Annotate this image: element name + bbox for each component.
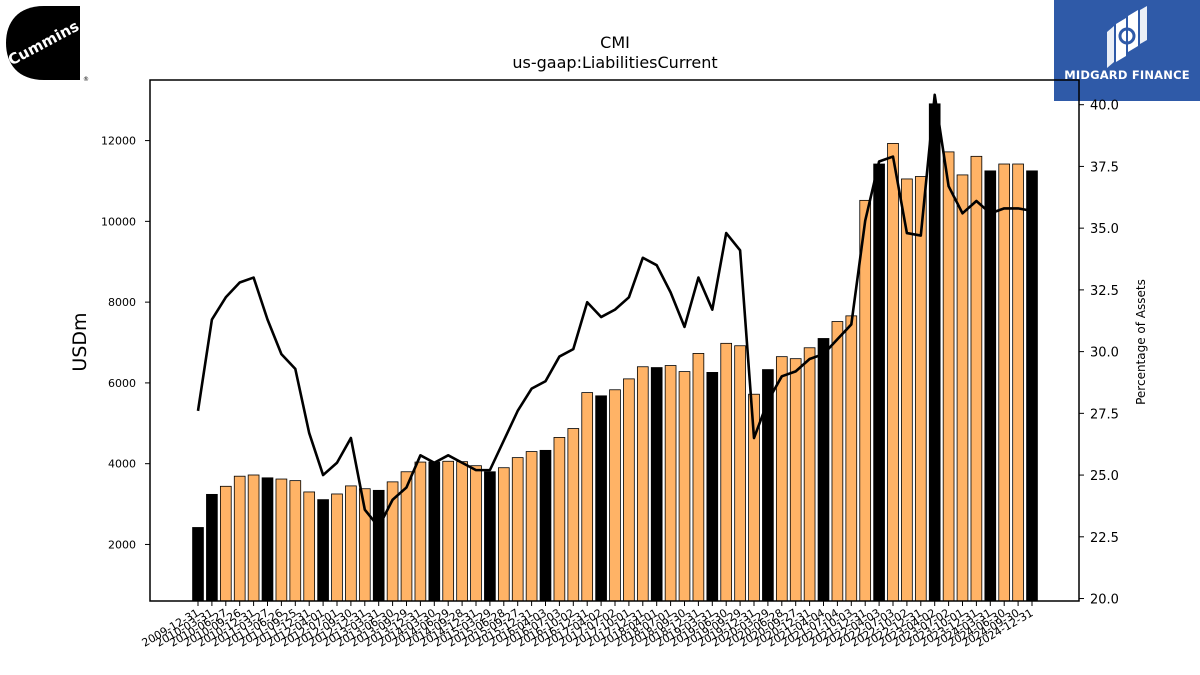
bar-2017-04-02: [595, 395, 607, 602]
bar-2015-09-27: [511, 457, 524, 602]
y-tick-label: 12000: [101, 135, 136, 148]
bar-2012-09-30: [345, 485, 357, 602]
midgard-finance-wordmark: MIDGARD FINANCE: [1064, 68, 1190, 82]
bar-2021-07-04: [831, 321, 844, 602]
bar-2023-07-02: [942, 151, 955, 602]
y2-tick-label: 22.5: [1090, 531, 1119, 546]
y2-tick-label: 27.5: [1090, 407, 1119, 422]
y2-axis-label: Percentage of Assets: [1134, 279, 1148, 405]
bar-2014-03-30: [428, 461, 441, 602]
bar-2016-07-03: [553, 437, 566, 602]
bar-2024-06-30: [998, 163, 1011, 602]
bar-2011-03-27: [261, 477, 274, 602]
bar-2010-06-27: [219, 485, 232, 602]
bar-2014-12-31: [470, 465, 482, 602]
bar-2015-03-29: [484, 471, 496, 602]
y-tick-label: 6000: [108, 377, 136, 390]
percent-of-assets-line: [196, 93, 1033, 529]
bar-2011-12-31: [303, 491, 316, 602]
bar-2012-04-01: [317, 499, 329, 602]
bar-2020-12-31: [803, 347, 816, 602]
bar-2024-03-31: [984, 170, 997, 602]
bar-2016-10-02: [567, 428, 580, 602]
y2-tick-label: 37.5: [1090, 160, 1119, 175]
bar-2019-03-31: [706, 372, 719, 602]
bar-2022-10-02: [901, 178, 913, 602]
bar-2018-07-01: [664, 365, 677, 602]
ticks-layer: 2000 4000 6000 8000 10000 12000 20.0 22.5 25.0 27…: [69, 99, 1148, 650]
bar-2016-12-31: [581, 392, 594, 602]
chart-title-block: CMI us-gaap:LiabilitiesCurrent: [415, 33, 815, 73]
bar-2022-04-03: [873, 163, 885, 602]
chart-subtitle: us-gaap:LiabilitiesCurrent: [512, 53, 718, 72]
cummins-logo: Cummins ®: [4, 4, 94, 84]
y2-tick-label: 32.5: [1090, 284, 1119, 299]
bar-2017-12-31: [636, 366, 649, 602]
bar-2009-12-31: [192, 527, 204, 602]
bar-2010-09-26: [233, 475, 246, 602]
bar-2014-06-29: [442, 460, 455, 602]
y2-tick-label: 25.0: [1090, 469, 1119, 484]
svg-text:®: ®: [83, 76, 89, 83]
bar-2015-06-28: [497, 467, 510, 602]
bar-2014-09-28: [456, 461, 468, 602]
bar-2022-12-31: [914, 176, 927, 602]
bar-2019-09-29: [734, 345, 746, 602]
bar-2018-09-30: [678, 371, 691, 602]
chart-title: CMI: [600, 33, 630, 52]
bar-2022-07-03: [887, 143, 899, 602]
y2-tick-label: 30.0: [1090, 346, 1119, 361]
bar-2020-09-27: [789, 358, 802, 602]
bars-layer: [192, 103, 1038, 602]
bar-2021-10-03: [845, 315, 858, 602]
bar-2024-12-31: [1026, 170, 1038, 602]
bar-2021-04-04: [817, 338, 830, 602]
y-tick-label: 10000: [101, 215, 136, 228]
bar-2023-04-02: [928, 103, 941, 602]
bar-2011-06-26: [275, 478, 288, 602]
line-layer: [196, 93, 1033, 529]
bar-2011-09-25: [289, 480, 302, 602]
bar-2010-12-31: [247, 474, 260, 602]
bar-2023-12-31: [970, 155, 983, 602]
y-tick-label: 4000: [108, 458, 136, 471]
bar-2024-09-30: [1012, 163, 1024, 602]
y2-tick-label: 20.0: [1090, 593, 1119, 608]
bar-2016-04-03: [539, 449, 552, 602]
bar-2020-06-28: [775, 356, 788, 602]
bar-2021-12-31: [859, 199, 872, 602]
y2-tick-label: 40.0: [1090, 99, 1119, 114]
bar-2017-10-01: [623, 378, 635, 602]
bar-2013-12-31: [414, 461, 427, 602]
y-tick-label: 2000: [108, 538, 136, 551]
bar-2010-03-31: [206, 493, 218, 602]
midgard-finance-logo: MIDGARD FINANCE: [1054, 0, 1200, 101]
bar-2019-06-30: [720, 342, 733, 602]
y2-tick-label: 35.0: [1090, 222, 1119, 237]
bar-2012-07-01: [331, 493, 343, 602]
bar-2013-03-31: [372, 489, 385, 602]
y-axis-label: USDm: [69, 312, 91, 371]
bar-2018-12-31: [692, 353, 705, 602]
bar-2017-07-02: [609, 389, 621, 602]
bar-2023-10-01: [956, 174, 969, 602]
bar-2015-12-31: [525, 451, 538, 602]
y-tick-label: 8000: [108, 296, 136, 309]
bar-2018-04-01: [650, 367, 663, 602]
